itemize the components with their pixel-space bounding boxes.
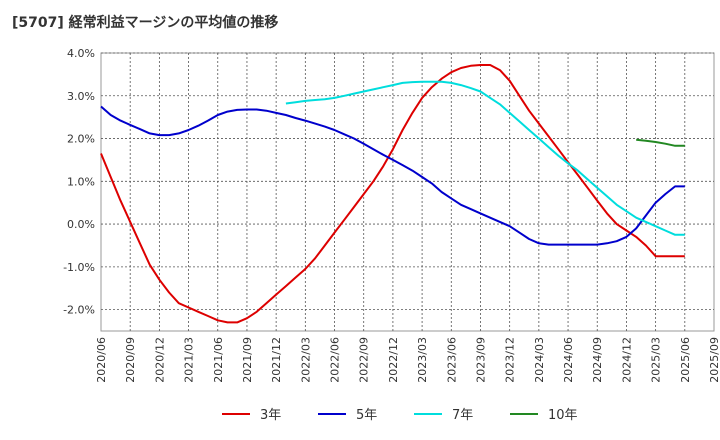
legend-label: 5年 [356,408,377,423]
x-tick-label: 2023/06 [445,337,458,383]
series-line-2 [100,105,685,246]
y-tick-label: 1.0% [67,175,95,188]
y-tick-label: -1.0% [63,261,95,274]
x-tick-label: 2023/09 [474,337,487,383]
legend-label: 7年 [452,408,473,423]
y-tick-label: 3.0% [67,90,95,103]
x-tick-label: 2024/06 [562,337,575,383]
series-lines [100,64,685,324]
x-tick-label: 2024/09 [591,337,604,383]
plot-area [100,52,715,332]
chart-title: [5707] 経常利益マージンの平均値の推移 [12,15,279,31]
y-tick-label: 4.0% [67,47,95,60]
series-line-1 [100,64,685,324]
x-tick-label: 2022/12 [387,337,400,383]
x-tick-label: 2023/12 [504,337,517,383]
y-axis-ticks: 4.0% 3.0% 2.0% 1.0% 0.0% -1.0% -2.0% [63,47,95,317]
x-tick-label: 2020/06 [95,337,108,383]
x-tick-label: 2023/03 [416,337,429,383]
x-tick-label: 2021/03 [183,337,196,383]
legend-label: 3年 [260,408,281,423]
x-tick-label: 2022/06 [329,337,342,383]
x-tick-label: 2025/03 [650,337,663,383]
x-tick-label: 2025/06 [679,337,692,383]
x-axis-ticks: 2020/06 2020/09 2020/12 2021/03 2021/06 2021/… [95,337,720,383]
series-line-3 [285,80,685,236]
legend: 3年 5年 7年 10年 [222,408,578,423]
legend-label: 10年 [548,408,578,423]
x-tick-label: 2024/12 [620,337,633,383]
series-line-4 [636,138,685,147]
y-tick-label: 2.0% [67,133,95,146]
x-tick-label: 2022/09 [358,337,371,383]
x-tick-label: 2021/06 [212,337,225,383]
x-tick-label: 2021/09 [241,337,254,383]
x-tick-label: 2020/12 [153,337,166,383]
x-tick-label: 2021/12 [270,337,283,383]
x-tick-label: 2025/09 [708,337,720,383]
x-tick-label: 2020/09 [124,337,137,383]
x-tick-label: 2022/03 [299,337,312,383]
y-tick-label: 0.0% [67,218,95,231]
x-tick-label: 2024/03 [533,337,546,383]
y-tick-label: -2.0% [63,304,95,317]
